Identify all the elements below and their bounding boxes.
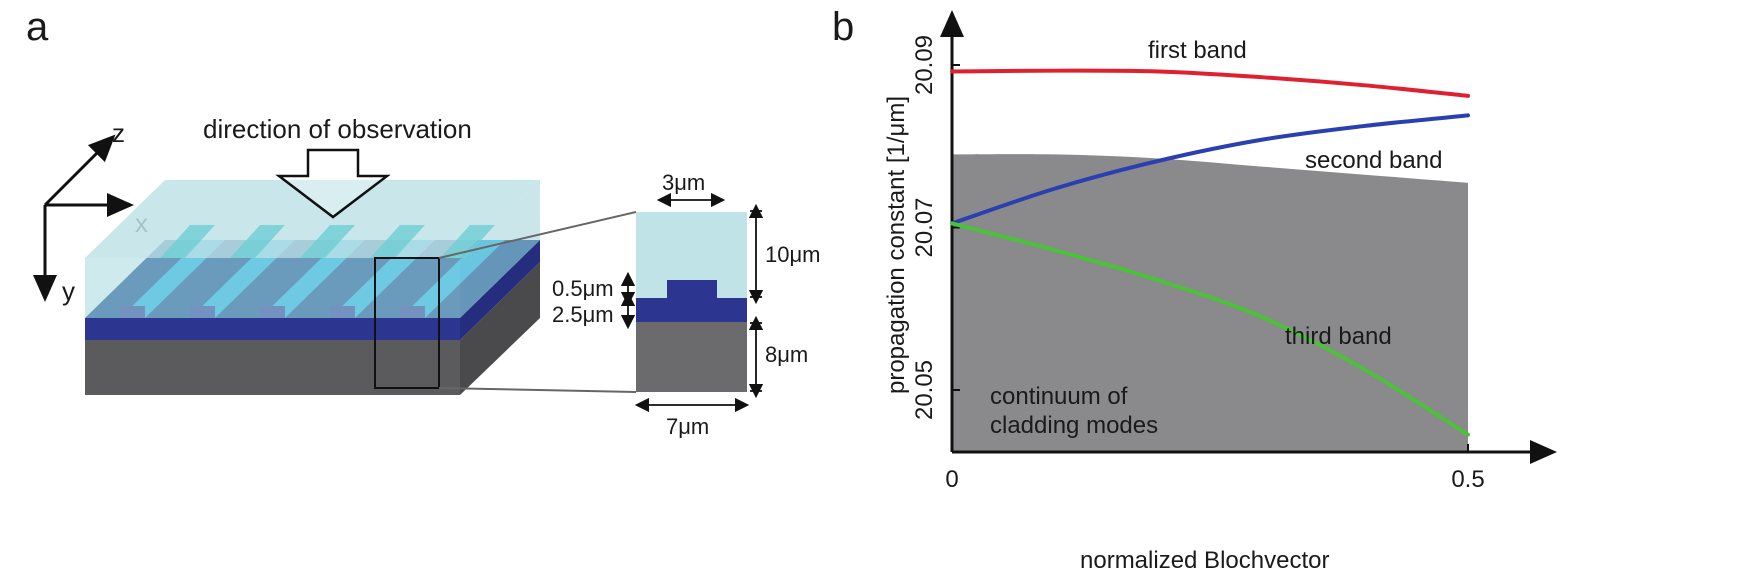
continuum-region [952,154,1468,452]
zoom-line-top [438,211,637,259]
z-axis-arrow [43,134,116,207]
dim-width-bottom: 7μm [666,414,709,439]
panel-a-letter: a [26,5,49,49]
band-chart: 0 0.5 20.05 20.07 20.09 first band second band… [911,10,1557,493]
substrate-side [460,262,540,395]
observation-arrow-icon [275,148,391,219]
substrate-front [85,340,460,395]
cross-section-rib [667,280,717,298]
series-line-3 [950,221,1470,437]
cross-section-core [636,298,747,322]
continuum-label-line1: continuum of [990,383,1128,410]
y-axis-label: y [62,276,75,306]
dim-rib-height: 0.5μm [552,276,614,301]
dimension-lines [620,192,764,413]
zoom-line-bottom [438,387,637,393]
cross-section [636,212,747,392]
z-axis-label: z [112,118,125,148]
waveguide-block [85,180,637,395]
y-tick-label: 20.05 [911,360,938,420]
series-label-2: second band [1305,147,1442,174]
dim-cladding-height: 10μm [765,242,820,267]
series-label-3: third band [1285,323,1392,350]
y-tick-label: 20.09 [911,35,938,95]
observation-label: direction of observation [203,114,472,144]
core-front [85,318,460,340]
series-line-2 [950,113,1470,226]
y-axis-title: propagation constant [1/μm] [883,96,910,394]
dim-core-height: 2.5μm [552,302,614,327]
cross-section-substrate [636,322,747,392]
cladding-side [460,180,540,318]
dim-width-top: 3μm [662,170,705,195]
coordinate-axes [33,134,134,302]
series-line-1 [950,68,1470,98]
zoom-region-box [374,257,440,389]
rib-top-highlights [160,225,495,258]
x-tick-label: 0.5 [1451,466,1484,493]
series-label-1: first band [1148,37,1247,64]
panel-b-letter: b [832,5,854,49]
x-axis-title: normalized Blochvector [1080,547,1329,574]
y-tick-label: 20.07 [911,197,938,257]
x-tick-label: 0 [945,466,958,493]
core-side [460,240,540,340]
cladding-front [85,258,460,318]
dim-substrate-height: 8μm [765,342,808,367]
continuum-label-line2: cladding modes [990,412,1158,439]
